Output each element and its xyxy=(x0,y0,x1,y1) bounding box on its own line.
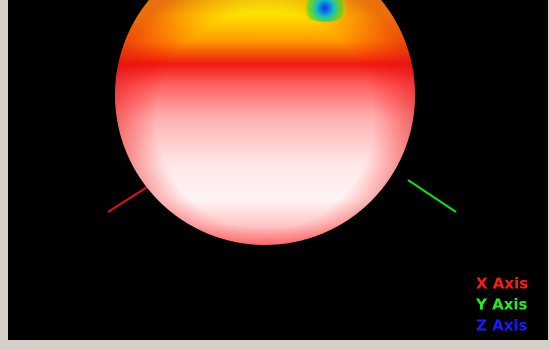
axis-legend: X Axis Y Axis Z Axis xyxy=(475,275,528,335)
sphere-spot xyxy=(301,0,349,22)
y-axis-line xyxy=(407,179,457,213)
legend-label: Y Axis xyxy=(475,296,528,314)
legend-label: X Axis xyxy=(476,275,528,293)
legend-label: Z Axis xyxy=(476,317,528,335)
sphere-shading xyxy=(115,0,415,245)
